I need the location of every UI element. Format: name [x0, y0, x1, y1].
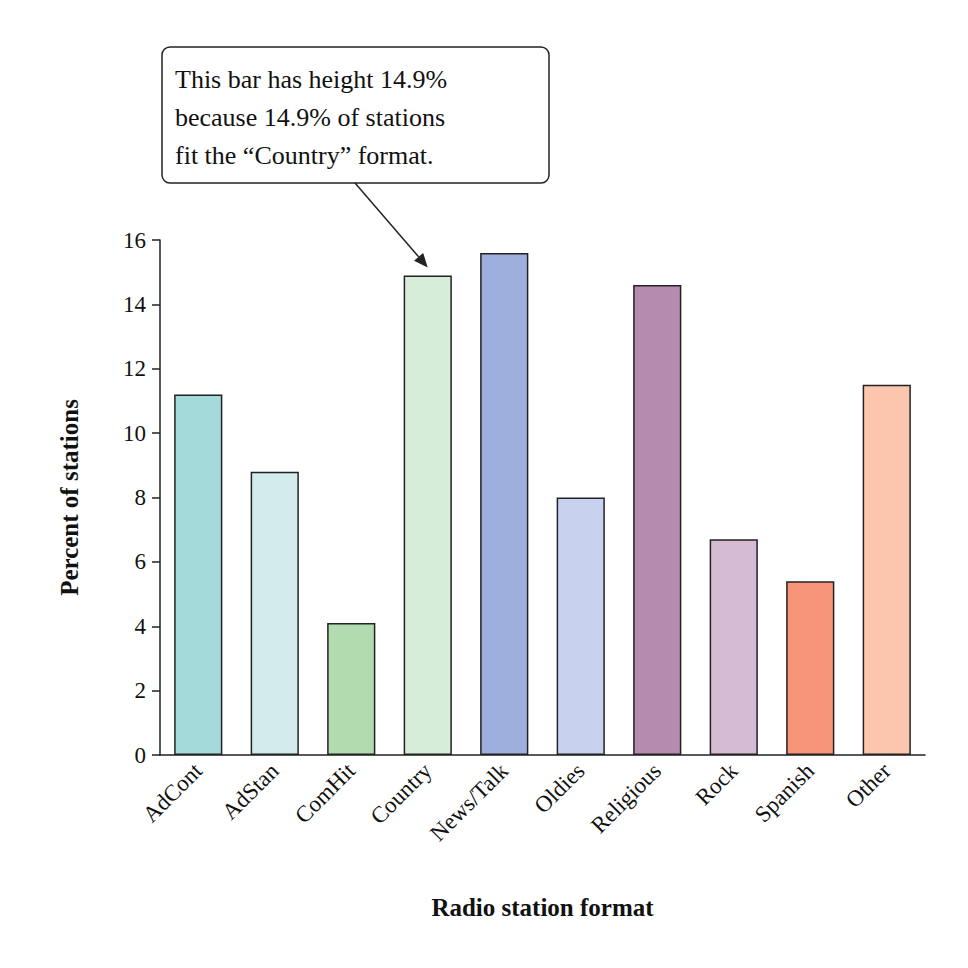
svg-text:0: 0 [135, 743, 147, 768]
svg-text:AdCont: AdCont [138, 758, 208, 828]
svg-text:Spanish: Spanish [750, 758, 820, 828]
svg-text:This bar has height 14.9%: This bar has height 14.9% [175, 65, 447, 94]
svg-text:Percent of stations: Percent of stations [56, 399, 83, 596]
svg-text:Other: Other [841, 758, 896, 813]
svg-text:Oldies: Oldies [529, 758, 589, 818]
svg-text:6: 6 [135, 549, 147, 574]
svg-text:AdStan: AdStan [217, 758, 284, 825]
svg-text:Rock: Rock [691, 758, 743, 810]
svg-text:16: 16 [123, 228, 146, 253]
svg-text:12: 12 [123, 356, 146, 381]
svg-text:14: 14 [123, 292, 147, 317]
svg-text:fit the “Country” format.: fit the “Country” format. [175, 141, 433, 170]
svg-text:News/Talk: News/Talk [425, 758, 513, 846]
svg-text:10: 10 [123, 421, 146, 446]
svg-text:because 14.9% of stations: because 14.9% of stations [175, 103, 445, 132]
svg-text:Religious: Religious [586, 758, 666, 838]
svg-text:Country: Country [366, 758, 437, 829]
svg-text:Radio station format: Radio station format [431, 894, 654, 921]
svg-text:2: 2 [135, 678, 147, 703]
svg-text:8: 8 [135, 485, 147, 510]
svg-text:4: 4 [135, 614, 147, 639]
svg-text:ComHit: ComHit [290, 758, 360, 828]
